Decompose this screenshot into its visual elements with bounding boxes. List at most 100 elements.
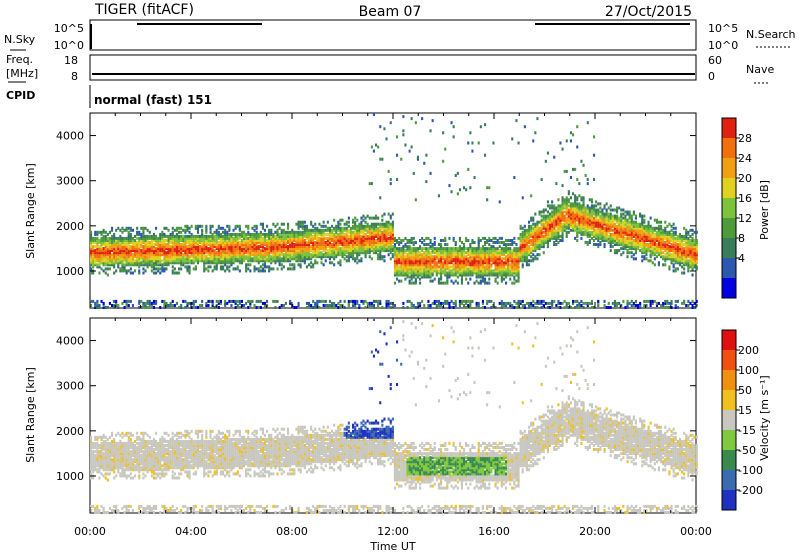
heatmap-cell	[98, 272, 100, 275]
heatmap-cell	[488, 278, 490, 281]
heatmap-cell	[442, 261, 444, 264]
heatmap-cell	[329, 300, 331, 303]
heatmap-cell	[434, 237, 436, 240]
heatmap-cell	[138, 269, 140, 272]
heatmap-cell	[484, 265, 486, 268]
heatmap-cell	[499, 200, 501, 203]
heatmap-cell	[153, 300, 155, 303]
heatmap-cell	[633, 239, 635, 242]
heatmap-cell	[314, 259, 316, 262]
heatmap-cell	[465, 237, 467, 240]
heatmap-cell	[239, 269, 241, 272]
heatmap-cell	[339, 219, 341, 222]
heatmap-cell	[528, 221, 530, 224]
heatmap-cell	[438, 300, 440, 303]
heatmap-cell	[444, 243, 446, 246]
heatmap-cell	[520, 233, 522, 236]
heatmap-cell	[210, 235, 212, 238]
heatmap-cell	[373, 300, 375, 303]
heatmap-cell	[109, 231, 111, 234]
heatmap-cell	[608, 302, 610, 305]
heatmap-cell	[591, 198, 593, 201]
heatmap-cell	[318, 237, 320, 240]
heatmap-cell	[541, 215, 543, 218]
heatmap-cell	[536, 117, 538, 120]
cpid-text: normal (fast) 151	[94, 93, 212, 107]
heatmap-cell	[438, 265, 440, 268]
heatmap-cell	[595, 243, 597, 246]
heatmap-cell	[128, 304, 130, 307]
heatmap-cell	[356, 219, 358, 222]
heatmap-cell	[224, 269, 226, 272]
heatmap-cell	[539, 221, 541, 224]
heatmap-cell	[184, 225, 186, 228]
heatmap-cell	[323, 300, 325, 303]
heatmap-cell	[570, 202, 572, 205]
heatmap-cell	[499, 241, 501, 244]
heatmap-cell	[245, 263, 247, 266]
heatmap-cell	[182, 235, 184, 238]
heatmap-cell	[488, 247, 490, 250]
heatmap-cell	[522, 304, 524, 307]
heatmap-cell	[430, 280, 432, 283]
heatmap-cell	[411, 247, 413, 250]
heatmap-cell	[360, 217, 362, 220]
heatmap-cell	[411, 146, 413, 149]
heatmap-cell	[383, 255, 385, 258]
heatmap-cell	[599, 241, 601, 244]
heatmap-cell	[147, 235, 149, 238]
heatmap-cell	[369, 217, 371, 220]
heatmap-cell	[163, 300, 165, 303]
heatmap-cell	[220, 300, 222, 303]
heatmap-cell	[528, 225, 530, 228]
heatmap-cell	[616, 207, 618, 210]
heatmap-cell	[564, 198, 566, 201]
heatmap-cell	[337, 233, 339, 236]
heatmap-cell	[365, 221, 367, 224]
heatmap-cell	[153, 306, 155, 309]
heatmap-cell	[369, 225, 371, 228]
heatmap-cell	[415, 241, 417, 244]
heatmap-cell	[264, 247, 266, 250]
heatmap-cell	[360, 235, 362, 238]
heatmap-cell	[417, 302, 419, 305]
heatmap-cell	[262, 267, 264, 270]
heatmap-cell	[283, 253, 285, 256]
heatmap-cell	[256, 306, 258, 309]
heatmap-cell	[407, 253, 409, 256]
heatmap-cell	[589, 231, 591, 234]
heatmap-cell	[518, 247, 520, 250]
heatmap-cell	[312, 300, 314, 303]
heatmap-cell	[486, 186, 488, 189]
heatmap-cell	[212, 225, 214, 228]
heatmap-cell	[124, 263, 126, 266]
heatmap-cell	[130, 245, 132, 248]
heatmap-cell	[532, 217, 534, 220]
heatmap-cell	[325, 241, 327, 244]
heatmap-cell	[501, 300, 503, 303]
heatmap-cell	[356, 261, 358, 264]
heatmap-cell	[119, 235, 121, 238]
heatmap-cell	[444, 237, 446, 240]
heatmap-cell	[419, 282, 421, 285]
heatmap-cell	[601, 209, 603, 212]
heatmap-cell	[180, 227, 182, 230]
heatmap-cell	[465, 300, 467, 303]
heatmap-cell	[388, 170, 390, 173]
heatmap-cell	[101, 231, 103, 234]
heatmap-cell	[446, 247, 448, 250]
heatmap-cell	[578, 302, 580, 305]
heatmap-cell	[258, 300, 260, 303]
heatmap-cell	[379, 125, 381, 128]
heatmap-cell	[618, 207, 620, 210]
heatmap-cell	[616, 302, 618, 305]
heatmap-cell	[333, 219, 335, 222]
heatmap-cell	[482, 237, 484, 240]
heatmap-cell	[381, 231, 383, 234]
heatmap-cell	[126, 237, 128, 240]
heatmap-cell	[549, 213, 551, 216]
heatmap-cell	[392, 221, 394, 224]
heatmap-cell	[295, 231, 297, 234]
heatmap-cell	[409, 276, 411, 279]
heatmap-cell	[375, 223, 377, 226]
